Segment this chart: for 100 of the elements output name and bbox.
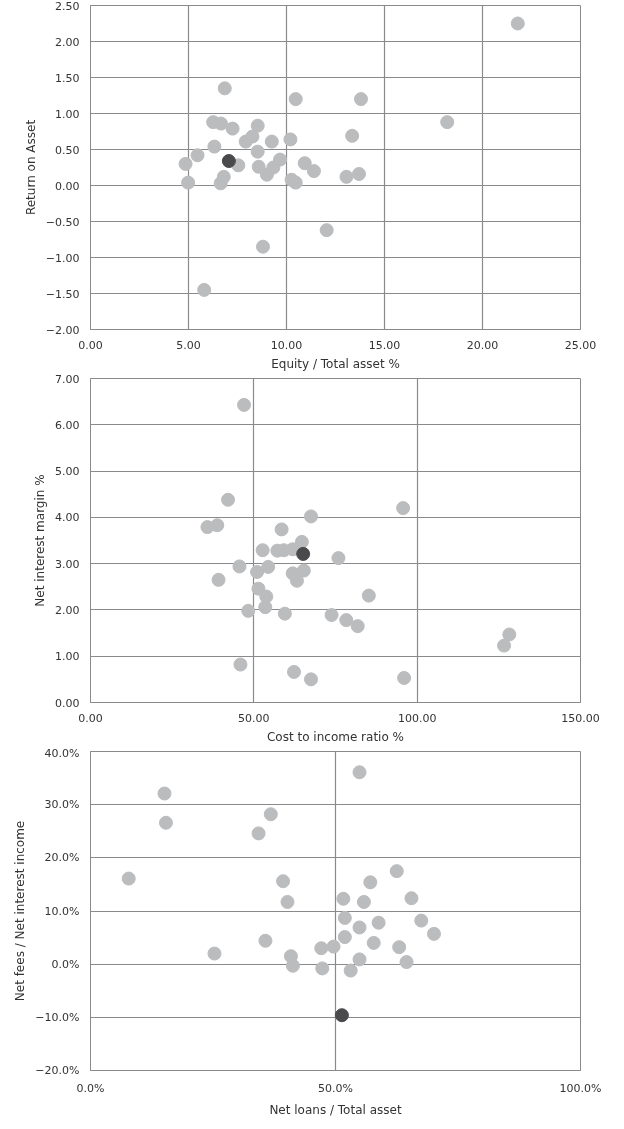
y-tick-label: 0.00 — [55, 696, 80, 710]
point — [211, 572, 226, 587]
y-tick-label: −1.00 — [45, 251, 80, 265]
x-tick-label: 10.00 — [270, 338, 303, 352]
point — [392, 940, 407, 955]
point — [232, 559, 247, 574]
y-tick-label: 6.00 — [55, 418, 80, 432]
point — [233, 657, 248, 672]
y-tick-label: −10.0% — [35, 1010, 80, 1024]
point — [319, 223, 334, 238]
y-axis-title: Return on Asset — [23, 119, 38, 216]
point — [304, 672, 318, 687]
point — [353, 92, 368, 107]
point — [339, 613, 354, 628]
point — [255, 239, 270, 254]
point — [157, 786, 172, 801]
point — [287, 664, 302, 679]
point — [276, 874, 291, 889]
point — [258, 600, 273, 615]
point — [397, 670, 412, 685]
y-tick-label: 2.50 — [55, 0, 80, 13]
point — [426, 926, 441, 941]
x-axis-title: Equity / Total asset % — [271, 356, 400, 371]
point — [352, 952, 367, 967]
point — [277, 606, 292, 621]
point — [263, 807, 278, 822]
point — [331, 551, 346, 566]
point — [315, 961, 330, 976]
point — [326, 939, 341, 954]
x-axis-title: Cost to income ratio % — [267, 729, 405, 744]
y-tick-label: 2.00 — [55, 35, 80, 49]
y-tick-label: 2.00 — [55, 603, 80, 617]
y-tick-label: 3.00 — [55, 557, 80, 571]
y-tick-label: 4.00 — [55, 511, 80, 525]
point — [280, 894, 295, 909]
point — [324, 608, 339, 623]
y-tick-label: 0.0% — [51, 957, 80, 971]
point — [217, 81, 232, 96]
x-tick-label: 100.00 — [397, 711, 437, 725]
point — [414, 913, 429, 928]
point — [251, 581, 266, 596]
point — [350, 619, 365, 634]
point — [251, 159, 266, 174]
point — [283, 132, 298, 147]
point — [274, 522, 289, 537]
x-tick-label: 15.00 — [368, 338, 401, 352]
y-axis-title: Net fees / Net interest income — [13, 820, 28, 1002]
point — [238, 134, 253, 149]
point — [261, 559, 276, 574]
y-tick-label: −20.0% — [35, 1064, 80, 1077]
x-tick-label: 25.00 — [564, 338, 597, 352]
x-tick-label: 0.0% — [76, 1081, 105, 1095]
point — [200, 520, 215, 535]
point — [190, 148, 205, 163]
point — [366, 935, 381, 950]
point — [264, 134, 279, 149]
y-tick-label: 7.00 — [55, 372, 80, 386]
point — [510, 16, 525, 31]
point — [181, 175, 196, 190]
point — [285, 566, 300, 581]
x-tick-label: 0.00 — [78, 338, 103, 352]
point — [250, 118, 265, 133]
x-tick-label: 50.00 — [238, 711, 270, 725]
point — [337, 930, 352, 945]
point — [371, 915, 386, 930]
point — [284, 172, 299, 187]
point — [440, 115, 455, 130]
point — [250, 564, 265, 579]
point — [221, 154, 236, 169]
x-tick-label: 150.00 — [561, 711, 600, 725]
point — [207, 139, 222, 154]
point — [178, 156, 193, 171]
x-axis-title: Net loans / Total asset — [269, 1102, 402, 1117]
point — [352, 920, 367, 935]
point — [258, 933, 273, 948]
y-tick-label: 1.00 — [55, 650, 80, 664]
point — [339, 169, 354, 184]
point — [399, 955, 414, 970]
y-tick-label: 0.50 — [55, 143, 80, 157]
point — [304, 509, 318, 524]
point — [296, 546, 311, 561]
point — [250, 144, 265, 159]
y-tick-label: 1.00 — [55, 107, 80, 121]
point — [404, 891, 419, 906]
y-tick-label: −0.50 — [45, 215, 80, 229]
point — [288, 92, 303, 107]
point — [241, 603, 256, 618]
point — [396, 501, 411, 516]
point — [306, 164, 321, 179]
y-tick-label: 20.0% — [44, 851, 80, 865]
point — [343, 963, 358, 978]
point — [314, 941, 329, 956]
point — [237, 397, 252, 412]
y-axis-title: Net interest margin % — [33, 474, 48, 607]
point — [361, 588, 376, 603]
point — [337, 910, 352, 925]
y-tick-label: 10.0% — [44, 904, 80, 918]
point — [363, 875, 378, 890]
y-tick-label: 1.50 — [55, 71, 80, 85]
x-tick-label: 100.0% — [559, 1081, 602, 1095]
